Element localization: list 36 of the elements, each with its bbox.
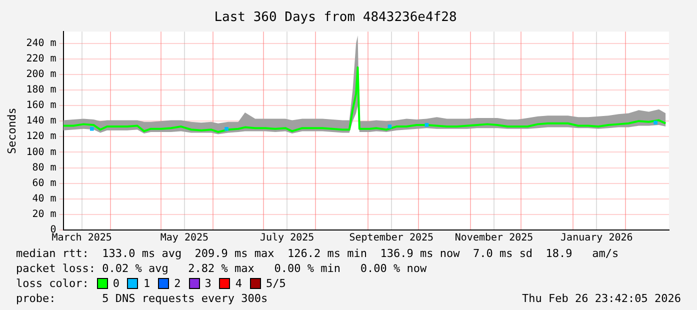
legend-label: 1 (143, 276, 150, 291)
x-tick-label: September 2025 (349, 232, 434, 244)
y-tick-label: 220 m (26, 53, 56, 64)
text: median rtt: 133.0 ms avg 209.9 ms max 126.2 ms min 136.9 ms now 7.0 ms sd 18.9 am/s (16, 246, 620, 261)
y-tick-label: 120 m (26, 131, 56, 142)
legend-label: 4 (235, 276, 242, 291)
legend-label: 5/5 (266, 276, 286, 291)
point (388, 124, 392, 128)
point (424, 123, 429, 127)
text: Thu Feb 26 23:42:05 2026 (522, 291, 681, 306)
legend-label: 2 (174, 276, 181, 291)
y-tick-label: 160 m (26, 100, 56, 112)
text: probe: 5 DNS requests every 300s (16, 291, 268, 306)
y-tick-label: 240 m (26, 38, 56, 49)
x-tick-label: May 2025 (160, 232, 209, 244)
point (224, 126, 228, 131)
text: packet loss: 0.02 % avg 2.82 % max 0.00 % min 0.00 % now (16, 261, 428, 276)
chart-title: Last 360 Days from 4843236e4f28 (214, 10, 457, 26)
x-tick-label: November 2025 (454, 232, 534, 244)
point (90, 126, 94, 131)
point (654, 120, 658, 125)
x-tick-label: January 2026 (560, 232, 633, 244)
y-tick-label: 140 m (26, 116, 56, 127)
y-tick-label: 180 m (26, 84, 56, 96)
y-tick-label: 20 m (32, 209, 56, 220)
y-tick-label: 60 m (32, 178, 56, 189)
y-tick-label: 80 m (32, 162, 56, 174)
legend-label: 0 (112, 276, 120, 291)
y-tick-label: 200 m (26, 68, 56, 80)
y-tick-label: 100 m (26, 146, 56, 158)
y-axis-title: Seconds (5, 108, 18, 154)
legend-label: 3 (204, 276, 212, 291)
y-tick-label: 40 m (32, 193, 56, 204)
x-tick-label: March 2025 (52, 232, 112, 244)
legend-title: loss color: (16, 276, 89, 291)
x-tick-label: July 2025 (260, 232, 314, 244)
